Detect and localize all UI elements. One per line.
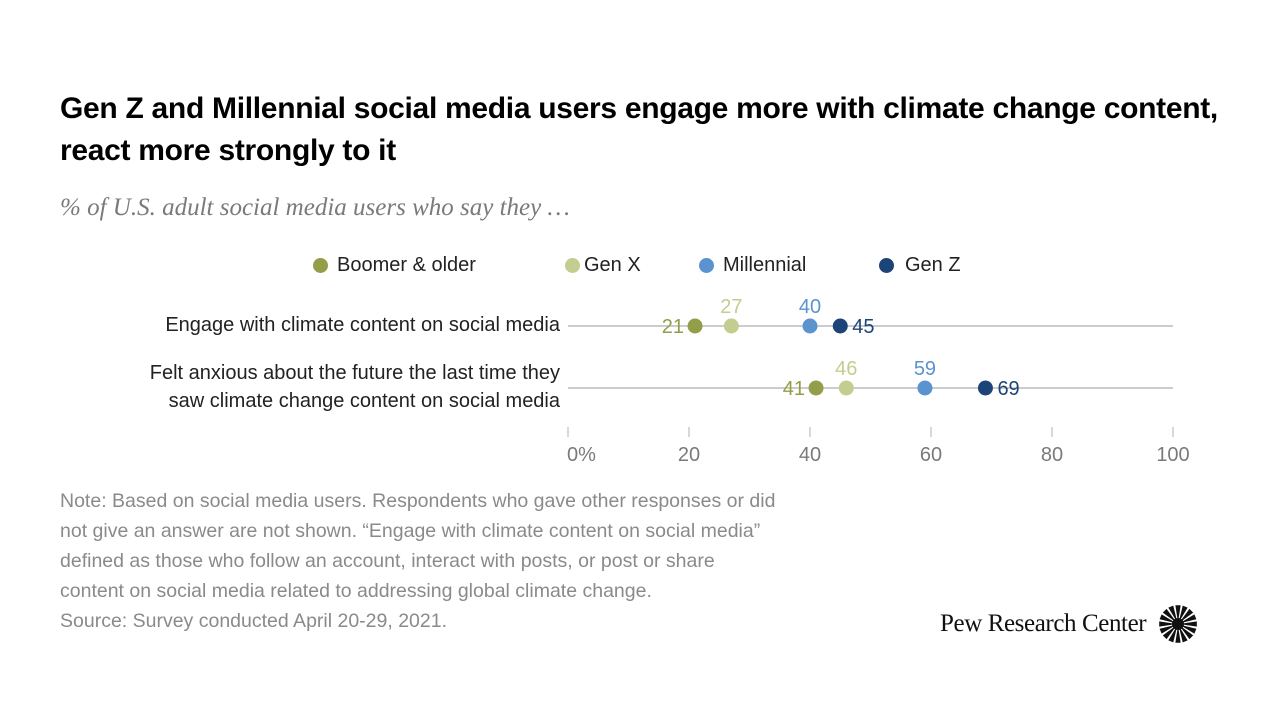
data-label-millennial-row1: 40 — [799, 296, 821, 318]
footnote: Note: Based on social media users. Respo… — [60, 486, 920, 636]
sunburst-ray — [1179, 627, 1188, 643]
sunburst-ray — [1181, 614, 1197, 623]
sunburst-ray — [1182, 621, 1198, 627]
row-label-anxious: Felt anxious about the future the last t… — [150, 359, 560, 415]
note-line-3: defined as those who follow an account, … — [60, 550, 715, 572]
legend-marker-millennial — [699, 258, 714, 273]
legend-label-genx: Gen X — [584, 254, 641, 276]
dot-boomer-row1 — [687, 318, 703, 334]
sunburst-ray — [1180, 626, 1194, 640]
sunburst-ray — [1168, 627, 1178, 643]
data-label-boomer-row2: 41 — [783, 378, 805, 400]
sunburst-ray — [1159, 625, 1175, 634]
x-tick-label-100: 100 — [1156, 444, 1189, 466]
legend-item-genz: Gen Z — [879, 254, 961, 277]
data-label-genx-row1: 27 — [720, 296, 742, 318]
row-label-engage-line-1: Engage with climate content on social me… — [165, 314, 560, 336]
pew-logo: Pew Research Center — [940, 604, 1198, 644]
legend-label-genz: Gen Z — [905, 254, 961, 276]
legend-marker-boomer — [313, 258, 328, 273]
data-label-genx-row2: 46 — [835, 358, 857, 380]
row-label-anxious-line-1: Felt anxious about the future the last t… — [149, 362, 560, 384]
chart-title: Gen Z and Millennial social media users … — [60, 92, 1218, 167]
data-label-boomer-row1: 21 — [662, 316, 684, 338]
sunburst-ray — [1180, 608, 1194, 622]
legend-marker-genz — [879, 258, 894, 273]
sunburst-ray — [1181, 625, 1197, 634]
dot-genz-row2 — [977, 380, 993, 396]
sunburst-ray — [1168, 605, 1178, 621]
dot-genx-row1 — [723, 318, 739, 334]
dot-genz-row1 — [832, 318, 848, 334]
x-tick-label-60: 60 — [920, 444, 942, 466]
dot-millennial-row2 — [917, 380, 933, 396]
sunburst-ray — [1175, 627, 1181, 643]
dot-genx-row2 — [838, 380, 854, 396]
dot-boomer-row2 — [808, 380, 824, 396]
legend-label-boomer: Boomer & older — [337, 254, 476, 276]
x-tick-label-80: 80 — [1041, 444, 1063, 466]
source-line: Source: Survey conducted April 20-29, 20… — [60, 610, 447, 632]
legend-item-millennial: Millennial — [699, 254, 806, 277]
row-label-anxious-line-2: saw climate change content on social med… — [168, 390, 560, 412]
legend: Boomer & older Gen X Millennial Gen Z — [0, 254, 1280, 282]
legend-item-boomer: Boomer & older — [313, 254, 476, 277]
note-line-1: Note: Based on social media users. Respo… — [60, 490, 776, 512]
sunburst-ray — [1163, 626, 1176, 640]
x-tick-label-40: 40 — [799, 444, 821, 466]
row-label-engage: Engage with climate content on social me… — [165, 311, 560, 339]
data-label-genz-row2: 69 — [997, 378, 1019, 400]
sunburst-center — [1172, 618, 1185, 630]
logo-text: Pew Research Center — [940, 610, 1147, 637]
sunburst-ray — [1163, 608, 1176, 622]
legend-item-genx: Gen X — [565, 254, 641, 277]
sunburst-ray — [1175, 605, 1181, 621]
sunburst-ray — [1159, 614, 1175, 623]
note-line-4: content on social media related to addre… — [60, 580, 652, 602]
sunburst-ray — [1159, 621, 1175, 627]
pew-sunburst-icon — [1159, 605, 1198, 643]
legend-marker-genx — [565, 258, 580, 273]
data-label-millennial-row2: 59 — [914, 358, 936, 380]
data-label-genz-row1: 45 — [852, 316, 874, 338]
chart-subtitle: % of U.S. adult social media users who s… — [60, 194, 570, 221]
note-line-2: not give an answer are not shown. “Engag… — [60, 520, 761, 542]
x-tick-label-20: 20 — [678, 444, 700, 466]
dot-millennial-row1 — [802, 318, 818, 334]
legend-label-millennial: Millennial — [723, 254, 807, 276]
sunburst-ray — [1179, 605, 1188, 621]
x-tick-label-0: 0% — [567, 444, 596, 466]
